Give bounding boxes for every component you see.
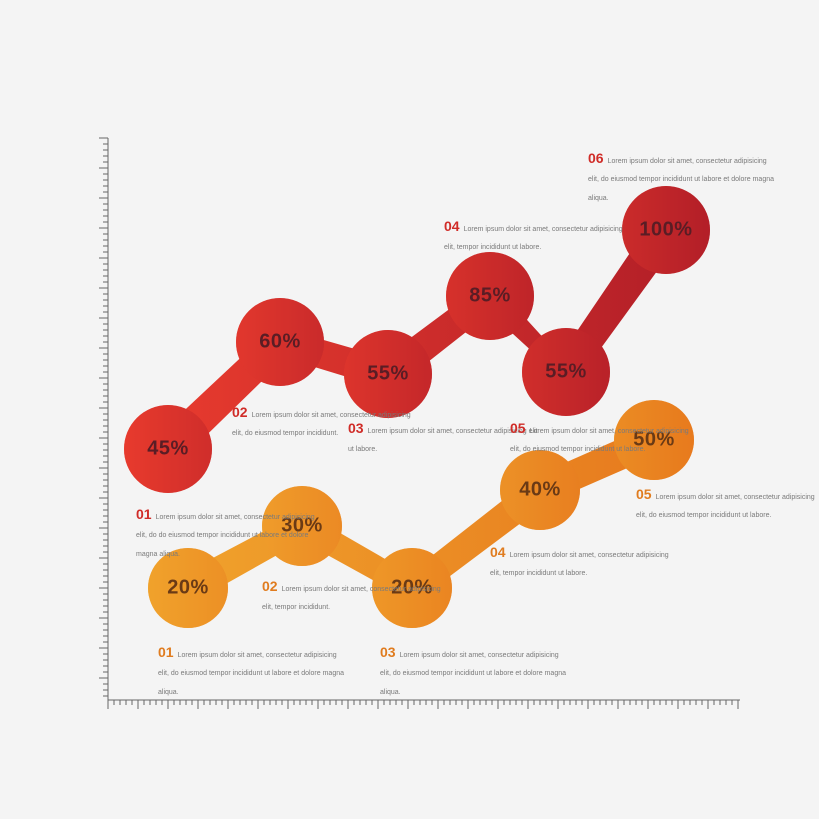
red-annotation: 01Lorem ipsum dolor sit amet, consectetu… xyxy=(136,506,326,561)
annotation-text: Lorem ipsum dolor sit amet, consectetur … xyxy=(510,428,689,453)
annotation-text: Lorem ipsum dolor sit amet, consectetur … xyxy=(588,158,774,202)
red-node-value: 55% xyxy=(545,361,587,384)
red-node-value: 45% xyxy=(147,438,189,461)
annotation-text: Lorem ipsum dolor sit amet, consectetur … xyxy=(490,552,669,577)
red-node-value: 60% xyxy=(259,331,301,354)
red-node-value: 85% xyxy=(469,285,511,308)
annotation-number: 01 xyxy=(158,644,174,660)
annotation-number: 04 xyxy=(444,218,460,234)
annotation-text: Lorem ipsum dolor sit amet, consectetur … xyxy=(636,494,815,519)
annotation-text: Lorem ipsum dolor sit amet, consectetur … xyxy=(380,652,566,696)
orange-annotation: 01Lorem ipsum dolor sit amet, consectetu… xyxy=(158,644,348,699)
red-node-value: 100% xyxy=(639,219,692,242)
orange-annotation: 05Lorem ipsum dolor sit amet, consectetu… xyxy=(636,486,819,523)
annotation-text: Lorem ipsum dolor sit amet, consectetur … xyxy=(444,226,623,251)
annotation-number: 02 xyxy=(262,578,278,594)
annotation-text: Lorem ipsum dolor sit amet, consectetur … xyxy=(158,652,344,696)
annotation-number: 04 xyxy=(490,544,506,560)
orange-node-value: 20% xyxy=(167,577,209,600)
red-annotation: 05Lorem ipsum dolor sit amet, consectetu… xyxy=(510,420,700,457)
red-annotation: 06Lorem ipsum dolor sit amet, consectetu… xyxy=(588,150,778,205)
red-node-value: 55% xyxy=(367,363,409,386)
annotation-text: Lorem ipsum dolor sit amet, consectetur … xyxy=(136,514,315,558)
orange-annotation: 03Lorem ipsum dolor sit amet, consectetu… xyxy=(380,644,570,699)
red-annotation: 04Lorem ipsum dolor sit amet, consectetu… xyxy=(444,218,634,255)
annotation-number: 05 xyxy=(636,486,652,502)
orange-node-value: 40% xyxy=(519,479,561,502)
annotation-number: 06 xyxy=(588,150,604,166)
annotation-number: 02 xyxy=(232,404,248,420)
annotation-number: 01 xyxy=(136,506,152,522)
annotation-number: 03 xyxy=(348,420,364,436)
orange-annotation: 02Lorem ipsum dolor sit amet, consectetu… xyxy=(262,578,452,615)
infographic-stage: 45%60%55%85%55%100%20%30%20%40%50%01Lore… xyxy=(0,0,819,819)
annotation-number: 03 xyxy=(380,644,396,660)
annotation-number: 05 xyxy=(510,420,526,436)
annotation-text: Lorem ipsum dolor sit amet, consectetur … xyxy=(262,586,441,611)
orange-annotation: 04Lorem ipsum dolor sit amet, consectetu… xyxy=(490,544,680,581)
